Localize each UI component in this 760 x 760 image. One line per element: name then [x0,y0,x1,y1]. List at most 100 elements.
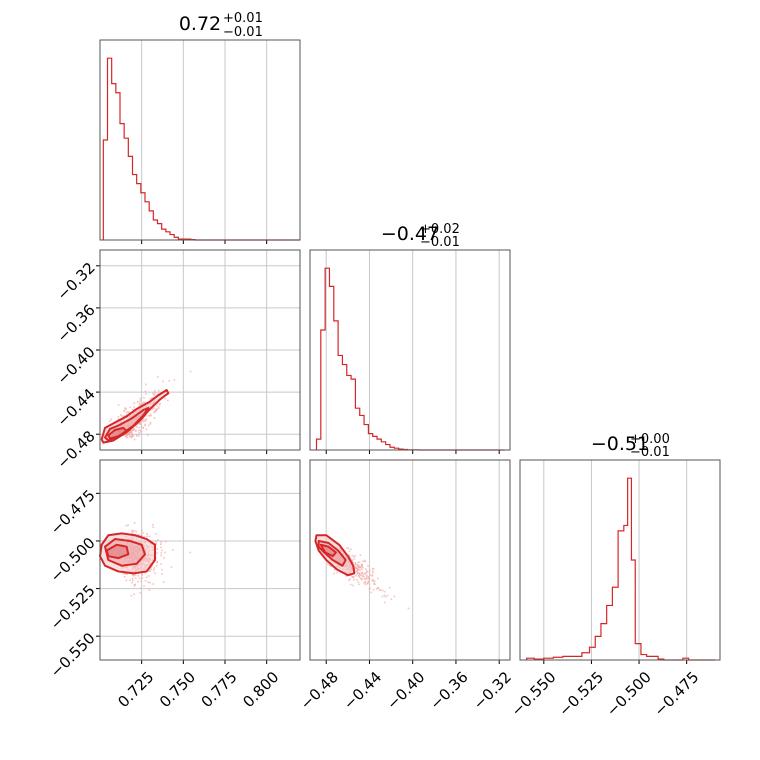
scatter-point [345,575,347,577]
scatter-point [147,424,150,427]
scatter-point [135,425,137,428]
scatter-point [153,567,155,569]
histogram-step [102,57,300,241]
scatter-point [131,429,134,432]
scatter-point [357,575,360,577]
scatter-point [161,549,163,552]
scatter-point [140,580,142,583]
scatter-point [349,556,351,559]
scatter-param-2-vs-param-3 [309,459,511,664]
scatter-point [366,575,368,578]
scatter-point [358,583,360,586]
scatter-point [352,561,354,564]
y-tick-label: −0.36 [53,301,98,346]
scatter-point [384,595,387,598]
scatter-point [140,587,142,589]
scatter-point [357,566,360,569]
scatter-point [160,554,162,557]
scatter-point [138,577,141,580]
scatter-param-1-vs-param-2 [96,249,301,454]
scatter-point [153,417,156,419]
scatter-point [360,577,362,579]
scatter-point [388,586,391,589]
scatter-point [171,549,174,551]
scatter-point [143,420,146,422]
scatter-point [125,407,127,410]
scatter-point [164,551,166,554]
title-param-2-sup: +0.02 [420,222,460,237]
scatter-point [173,379,176,381]
histogram-step [315,267,505,451]
scatter-point [139,397,142,400]
scatter-point [381,589,384,592]
scatter-point [156,408,158,410]
scatter-point [123,415,125,418]
scatter-point [189,551,192,554]
scatter-point [155,565,158,567]
scatter-point [329,565,332,567]
scatter-point [361,563,363,566]
scatter-point [137,534,139,536]
scatter-point [372,572,374,574]
x-tick-label: −0.500 [603,668,655,720]
x-tick-label: 0.725 [114,668,157,711]
scatter-point [350,548,352,551]
scatter-point [361,565,363,567]
scatter-point [143,401,145,404]
scatter-point [126,434,128,437]
scatter-point [368,576,370,579]
scatter-point [161,568,163,571]
scatter-point [142,420,145,423]
scatter-point [367,581,370,583]
x-tick-label: −0.48 [297,668,342,713]
scatter-point [130,429,133,431]
scatter-point [138,434,140,437]
scatter-point [152,523,154,526]
scatter-point [139,534,142,537]
y-tick-label: −0.475 [47,486,99,538]
scatter-point [161,573,163,575]
scatter-point [164,540,167,543]
scatter-point [353,578,355,581]
scatter-point [137,575,140,577]
scatter-point [125,433,128,436]
scatter-point [135,430,137,432]
scatter-point [137,422,140,425]
scatter-point [128,433,130,436]
scatter-point [356,564,359,566]
scatter-point [147,581,150,583]
scatter-point [142,402,144,405]
scatter-point [374,583,376,586]
scatter-point [153,411,155,414]
scatter-point [359,574,361,576]
scatter-point [133,585,136,587]
scatter-point [372,578,374,581]
scatter-point [357,581,360,583]
scatter-point [117,418,120,420]
title-param-1-sub: −0.01 [223,25,263,40]
scatter-point [367,582,369,585]
x-tick-label: −0.40 [383,668,428,713]
scatter-point [365,570,368,572]
y-tick-label: −0.500 [47,534,99,586]
scatter-point [133,406,135,409]
scatter-point [367,578,369,581]
axes-frame [99,249,301,451]
scatter-point [144,423,146,426]
scatter-point [109,420,111,422]
scatter-point [351,576,354,578]
scatter-point [358,572,361,574]
scatter-point [157,389,160,392]
scatter-point [151,407,154,410]
scatter-point [378,589,381,591]
scatter-point [142,418,145,421]
scatter-point [149,570,152,573]
scatter-point [377,577,379,580]
scatter-point [369,574,372,576]
scatter-point [371,567,374,570]
scatter-point [140,425,142,428]
scatter-point [136,425,139,428]
scatter-point [151,408,154,410]
